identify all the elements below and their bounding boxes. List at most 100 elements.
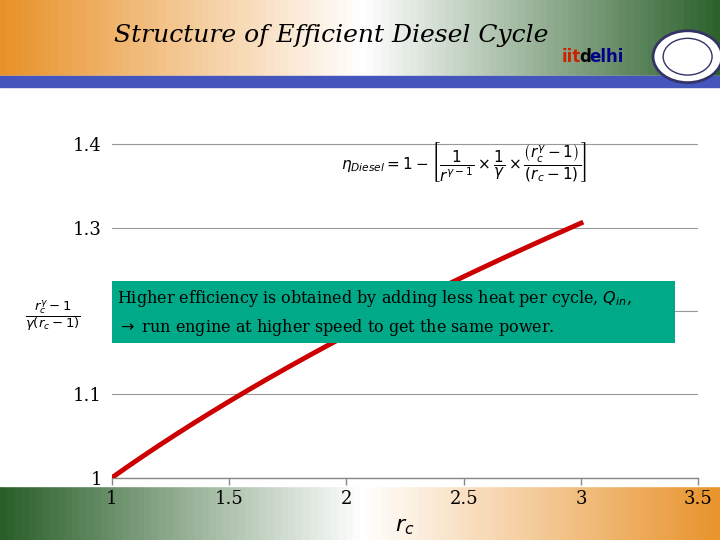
Bar (511, 0, 518, 76)
Bar (504, 486, 511, 540)
Bar (58, 486, 65, 540)
Bar (72, 486, 79, 540)
Bar (238, 486, 245, 540)
Bar (554, 0, 562, 76)
Bar (684, 0, 691, 76)
Bar (389, 0, 396, 76)
Bar (360, 0, 367, 76)
Bar (396, 0, 403, 76)
Bar (626, 0, 634, 76)
Bar (151, 0, 158, 76)
Bar (418, 0, 425, 76)
Bar (540, 0, 547, 76)
Bar (605, 486, 612, 540)
Bar (475, 0, 482, 76)
Bar (367, 486, 374, 540)
Bar (216, 0, 223, 76)
Bar (79, 486, 86, 540)
Bar (569, 0, 576, 76)
Bar (65, 486, 72, 540)
Bar (158, 486, 166, 540)
Bar (137, 486, 144, 540)
Bar (281, 0, 288, 76)
Bar (526, 486, 533, 540)
Bar (482, 0, 490, 76)
Bar (425, 0, 432, 76)
FancyBboxPatch shape (112, 281, 675, 343)
Bar (295, 486, 302, 540)
Bar (439, 0, 446, 76)
Bar (446, 0, 454, 76)
Bar (518, 486, 526, 540)
Bar (418, 486, 425, 540)
Bar (677, 486, 684, 540)
Bar (158, 0, 166, 76)
Bar (432, 0, 439, 76)
Bar (0, 0, 7, 76)
Bar (648, 486, 655, 540)
Bar (36, 486, 43, 540)
Bar (180, 486, 187, 540)
Bar (86, 486, 94, 540)
Bar (122, 486, 130, 540)
Bar (86, 0, 94, 76)
Bar (461, 486, 468, 540)
Bar (598, 486, 605, 540)
Bar (446, 486, 454, 540)
Bar (223, 0, 230, 76)
Bar (634, 0, 641, 76)
Bar (0, 486, 7, 540)
Bar (540, 486, 547, 540)
Bar (324, 486, 331, 540)
Bar (497, 486, 504, 540)
Bar (612, 486, 619, 540)
Text: Higher efficiency is obtained by adding less heat per cycle, $Q_{in}$,: Higher efficiency is obtained by adding … (117, 288, 632, 309)
Bar (360, 486, 367, 540)
Bar (648, 0, 655, 76)
Bar (259, 486, 266, 540)
Bar (43, 0, 50, 76)
Bar (144, 0, 151, 76)
Text: $\rightarrow$ run engine at higher speed to get the same power.: $\rightarrow$ run engine at higher speed… (117, 317, 555, 338)
Bar (266, 486, 274, 540)
Bar (439, 486, 446, 540)
Bar (130, 486, 137, 540)
Bar (533, 0, 540, 76)
Bar (173, 0, 180, 76)
Bar (504, 0, 511, 76)
Bar (7, 0, 14, 76)
Bar (252, 0, 259, 76)
Bar (454, 486, 461, 540)
Bar (223, 486, 230, 540)
Bar (274, 0, 281, 76)
Bar (670, 0, 677, 76)
Text: Structure of Efficient Diesel Cycle: Structure of Efficient Diesel Cycle (114, 24, 549, 46)
Bar (698, 486, 706, 540)
Bar (691, 486, 698, 540)
Bar (634, 486, 641, 540)
Bar (389, 486, 396, 540)
Bar (288, 0, 295, 76)
Bar (302, 0, 310, 76)
Bar (590, 0, 598, 76)
Text: d: d (580, 48, 591, 66)
Bar (281, 486, 288, 540)
Bar (144, 486, 151, 540)
Bar (655, 0, 662, 76)
Bar (353, 0, 360, 76)
Bar (115, 0, 122, 76)
Bar (691, 0, 698, 76)
Bar (108, 0, 115, 76)
Bar (554, 486, 562, 540)
Bar (583, 0, 590, 76)
Bar (490, 0, 497, 76)
Bar (29, 486, 36, 540)
Bar (166, 0, 173, 76)
Bar (425, 486, 432, 540)
Text: elhi: elhi (589, 48, 624, 66)
Bar (662, 486, 670, 540)
Bar (382, 486, 389, 540)
Bar (490, 486, 497, 540)
Bar (79, 0, 86, 76)
Bar (706, 486, 713, 540)
